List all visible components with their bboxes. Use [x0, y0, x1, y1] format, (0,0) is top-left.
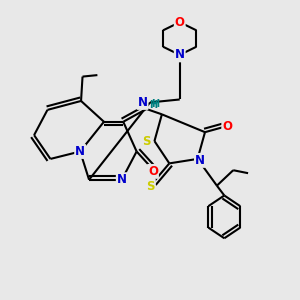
Text: N: N: [138, 96, 148, 109]
Text: S: S: [142, 135, 150, 148]
Text: O: O: [175, 16, 185, 29]
Text: O: O: [222, 120, 232, 133]
Text: N: N: [75, 145, 85, 158]
Text: N: N: [175, 48, 185, 62]
Text: H: H: [149, 100, 158, 110]
Text: H: H: [151, 99, 159, 109]
Text: N: N: [117, 173, 127, 186]
Text: O: O: [148, 165, 158, 178]
Text: N: N: [195, 154, 205, 167]
Text: S: S: [146, 180, 155, 193]
